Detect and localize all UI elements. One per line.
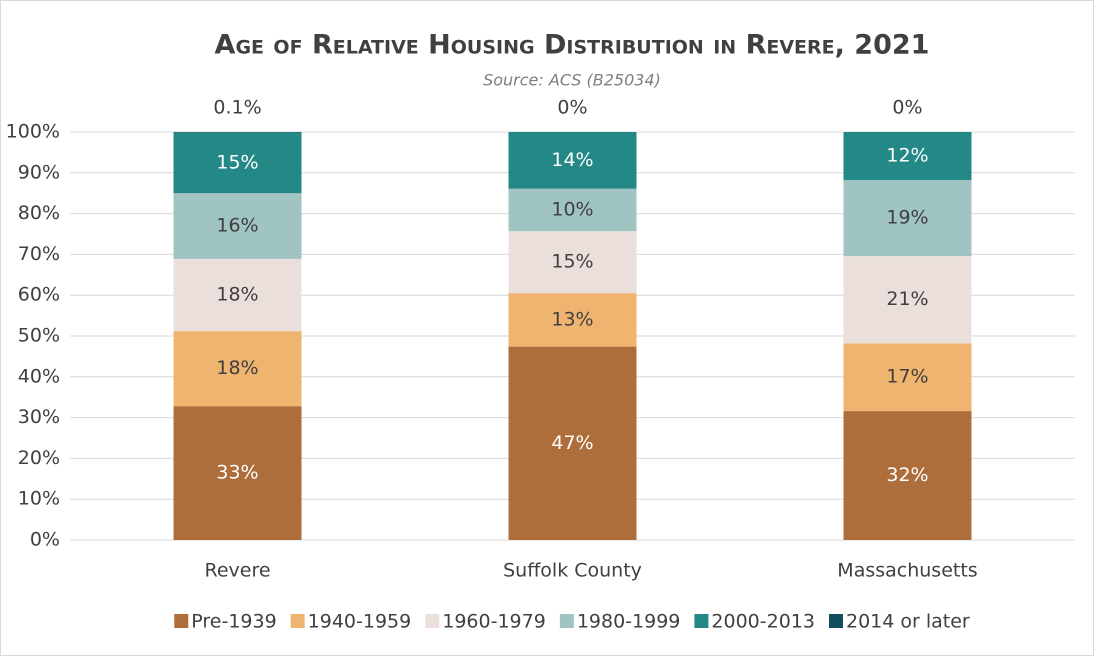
data-label: 47% <box>551 432 593 454</box>
bar-segment <box>173 258 302 332</box>
bar-segment <box>508 188 637 232</box>
bar-segment <box>508 293 637 347</box>
legend-swatch <box>425 614 440 628</box>
y-tick-label: 70% <box>18 243 60 265</box>
bar-segment <box>173 132 302 194</box>
data-label: 13% <box>551 308 593 330</box>
data-label: 19% <box>886 207 928 229</box>
legend-label: 1960-1979 <box>442 611 546 633</box>
legend-swatch <box>828 614 843 628</box>
bar-segment <box>173 331 302 407</box>
y-tick-label: 40% <box>18 365 60 387</box>
y-tick-label: 80% <box>18 202 60 224</box>
y-tick-label: 60% <box>18 284 60 306</box>
bar-segment <box>508 231 637 294</box>
data-label: 15% <box>551 251 593 273</box>
legend-label: 2014 or later <box>846 611 970 633</box>
data-label: 21% <box>886 288 928 310</box>
y-tick-label: 100% <box>6 121 60 143</box>
data-label: 15% <box>216 151 258 173</box>
legend-label: Pre-1939 <box>191 611 276 633</box>
data-label: 18% <box>216 357 258 379</box>
y-tick-label: 90% <box>18 161 60 183</box>
y-tick-label: 30% <box>18 406 60 428</box>
bar-segment <box>173 193 302 259</box>
data-label: 10% <box>551 198 593 220</box>
chart-title: Age of Relative Housing Distribution in … <box>215 30 930 61</box>
data-label: 14% <box>551 149 593 171</box>
legend-label: 1940-1959 <box>308 611 412 633</box>
data-label: 18% <box>216 283 258 305</box>
data-label: 17% <box>886 366 928 388</box>
legend-swatch <box>559 614 574 628</box>
bar-segment <box>508 346 637 540</box>
data-label: 16% <box>216 215 258 237</box>
data-label: 0% <box>557 97 587 119</box>
x-tick-label: Revere <box>204 560 270 582</box>
x-tick-label: Massachusetts <box>837 560 977 582</box>
data-label: 0.1% <box>213 97 261 119</box>
bar-segment <box>173 406 302 540</box>
bar-segment <box>843 343 972 412</box>
bar-segment <box>843 132 972 181</box>
data-label: 12% <box>886 145 928 167</box>
chart-subtitle: Source: ACS (B25034) <box>483 71 661 90</box>
bar-segment <box>508 132 637 189</box>
legend-swatch <box>694 614 709 628</box>
y-tick-label: 50% <box>18 325 60 347</box>
legend-label: 2000-2013 <box>711 611 815 633</box>
y-tick-label: 10% <box>18 488 60 510</box>
data-label: 32% <box>886 464 928 486</box>
bar-segment <box>843 180 972 257</box>
legend-swatch <box>174 614 189 628</box>
legend-label: 1980-1999 <box>577 611 681 633</box>
data-label: 0% <box>892 97 922 119</box>
bar-segment <box>843 411 972 540</box>
y-tick-label: 0% <box>30 529 60 551</box>
data-label: 33% <box>216 462 258 484</box>
legend-swatch <box>290 614 305 628</box>
bar-segment <box>843 256 972 344</box>
y-tick-label: 20% <box>18 447 60 469</box>
x-tick-label: Suffolk County <box>503 560 642 582</box>
